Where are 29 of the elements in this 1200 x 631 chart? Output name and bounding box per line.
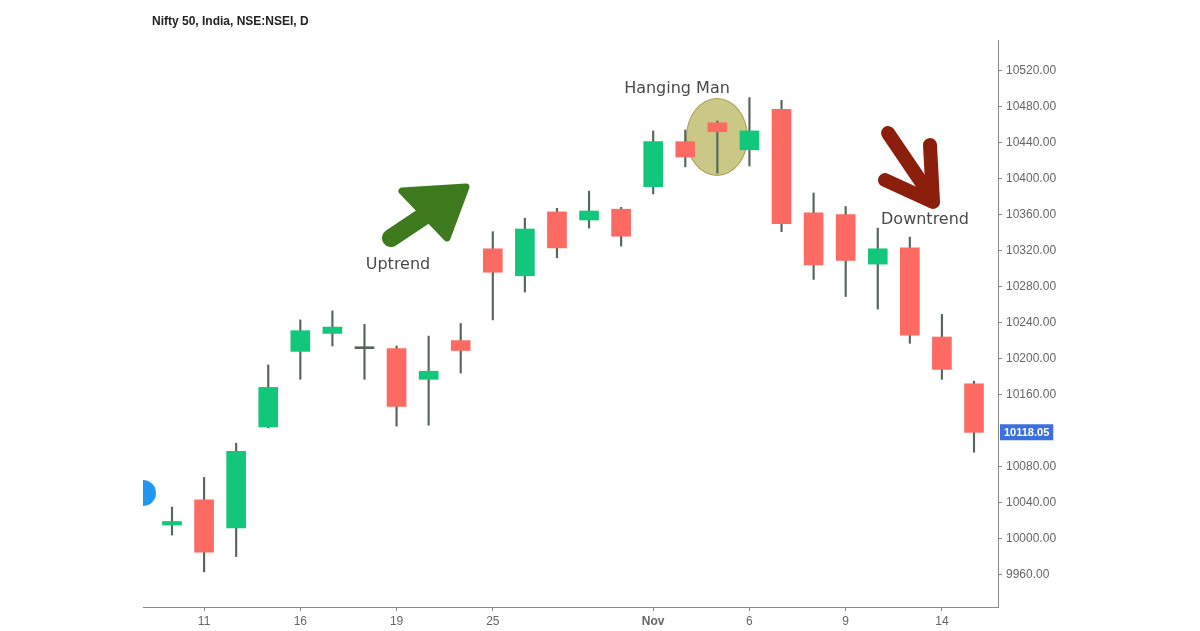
x-tick-label: 11 xyxy=(197,613,211,628)
y-tick-label: 10400.00 xyxy=(1006,170,1057,185)
y-tick-label: 10240.00 xyxy=(1006,314,1057,329)
x-tick-label: 25 xyxy=(486,613,500,628)
annotation: Uptrend xyxy=(365,254,431,274)
x-tick-label: 6 xyxy=(746,613,754,628)
x-tick-label: 19 xyxy=(389,613,404,628)
y-tick-label: 10360.00 xyxy=(1006,206,1057,221)
y-tick-label: 10280.00 xyxy=(1006,278,1057,293)
y-tick-label: 10440.00 xyxy=(1006,134,1057,149)
chart-title: Nifty 50, India, NSE:NSEI, D xyxy=(152,14,310,29)
annotation: Downtrend xyxy=(881,209,969,229)
y-tick-label: 10480.00 xyxy=(1006,98,1057,113)
y-tick-label: 10320.00 xyxy=(1006,242,1057,257)
y-tick-label: 9960.00 xyxy=(1006,566,1050,581)
annotation: Hanging Man xyxy=(624,78,730,98)
y-tick-label: 10040.00 xyxy=(1006,494,1057,509)
x-tick-label: 16 xyxy=(293,613,308,628)
y-tick-label: 10080.00 xyxy=(1006,458,1057,473)
y-tick-label: 10160.00 xyxy=(1006,386,1057,401)
x-tick-label: 9 xyxy=(842,613,850,628)
text: 10118.05 xyxy=(1004,425,1050,438)
x-tick-label: 14 xyxy=(935,613,949,628)
y-tick-label: 10000.00 xyxy=(1006,530,1057,545)
candlestick xyxy=(739,97,760,167)
y-tick-label: 10200.00 xyxy=(1006,350,1057,365)
x-tick-label: Nov xyxy=(641,613,665,628)
candlestick xyxy=(354,324,375,380)
y-tick-label: 10520.00 xyxy=(1006,62,1057,77)
